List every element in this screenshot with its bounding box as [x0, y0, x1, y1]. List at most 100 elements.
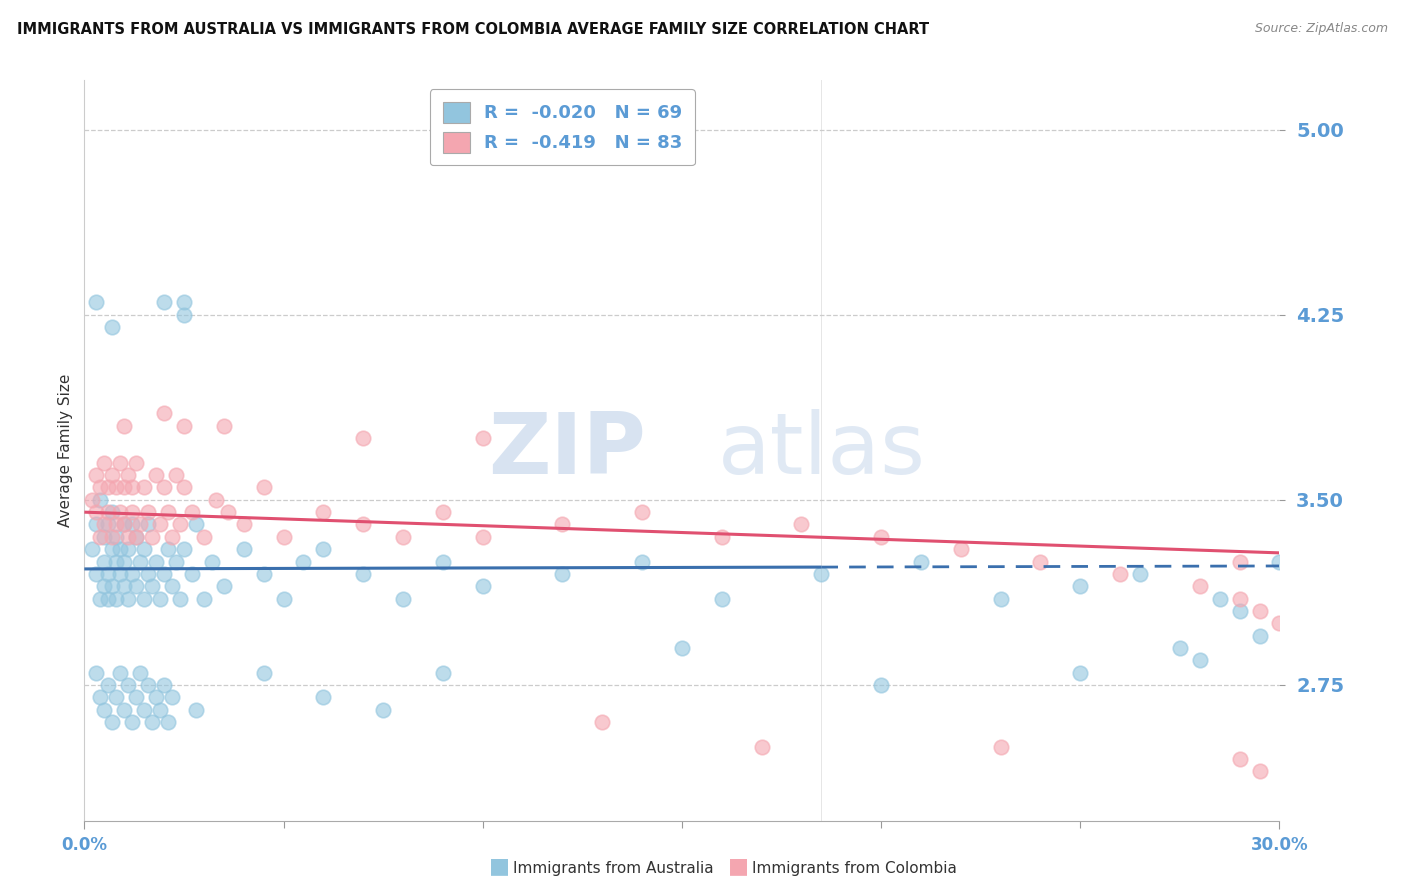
- Point: [129, 517, 152, 532]
- Point: [591, 714, 613, 729]
- Point: [86, 517, 108, 532]
- Point: [432, 665, 454, 680]
- Point: [810, 566, 832, 581]
- Point: [160, 579, 183, 593]
- Point: [97, 566, 120, 581]
- Point: [1249, 604, 1271, 618]
- Point: [149, 517, 172, 532]
- Point: [82, 492, 104, 507]
- Point: [990, 591, 1012, 606]
- Point: [232, 542, 254, 557]
- Text: Source: ZipAtlas.com: Source: ZipAtlas.com: [1254, 22, 1388, 36]
- Point: [149, 591, 172, 606]
- Point: [181, 566, 204, 581]
- Point: [217, 505, 239, 519]
- Point: [86, 505, 108, 519]
- Point: [89, 690, 111, 705]
- Point: [117, 542, 139, 557]
- Point: [160, 530, 183, 544]
- Point: [82, 542, 104, 557]
- Point: [101, 320, 124, 334]
- Point: [136, 566, 159, 581]
- Point: [173, 418, 195, 433]
- Point: [181, 505, 204, 519]
- Point: [352, 566, 374, 581]
- Point: [352, 431, 374, 445]
- Point: [132, 481, 156, 495]
- Point: [112, 517, 135, 532]
- Point: [112, 703, 135, 717]
- Y-axis label: Average Family Size: Average Family Size: [58, 374, 73, 527]
- Point: [132, 591, 156, 606]
- Point: [141, 530, 163, 544]
- Point: [949, 542, 972, 557]
- Point: [112, 555, 135, 569]
- Point: [1109, 566, 1132, 581]
- Point: [97, 517, 120, 532]
- Point: [165, 468, 187, 483]
- Point: [205, 492, 228, 507]
- Point: [173, 542, 195, 557]
- Point: [93, 579, 115, 593]
- Point: [312, 542, 335, 557]
- Point: [471, 579, 494, 593]
- Point: [165, 555, 187, 569]
- Point: [392, 530, 415, 544]
- Point: [273, 530, 295, 544]
- Point: [97, 678, 120, 692]
- Point: [1209, 591, 1232, 606]
- Point: [136, 505, 159, 519]
- Point: [193, 530, 215, 544]
- Point: [312, 690, 335, 705]
- Point: [132, 703, 156, 717]
- Point: [121, 517, 143, 532]
- Point: [790, 517, 813, 532]
- Point: [710, 591, 733, 606]
- Point: [101, 579, 124, 593]
- Point: [173, 295, 195, 310]
- Point: [870, 678, 893, 692]
- Point: [1229, 591, 1251, 606]
- Point: [710, 530, 733, 544]
- Point: [910, 555, 932, 569]
- Point: [121, 481, 143, 495]
- Point: [125, 690, 148, 705]
- Point: [112, 517, 135, 532]
- Point: [101, 505, 124, 519]
- Point: [93, 703, 115, 717]
- Point: [312, 505, 335, 519]
- Point: [1229, 752, 1251, 766]
- Point: [184, 517, 207, 532]
- Point: [751, 739, 773, 754]
- Point: [121, 566, 143, 581]
- Point: [1268, 555, 1291, 569]
- Point: [153, 566, 176, 581]
- Point: [93, 517, 115, 532]
- Point: [121, 714, 143, 729]
- Point: [125, 456, 148, 470]
- Text: ■: ■: [728, 856, 748, 876]
- Point: [136, 517, 159, 532]
- Point: [145, 690, 167, 705]
- Point: [169, 591, 191, 606]
- Point: [89, 591, 111, 606]
- Point: [149, 703, 172, 717]
- Point: [132, 542, 156, 557]
- Legend: R =  -0.020   N = 69, R =  -0.419   N = 83: R = -0.020 N = 69, R = -0.419 N = 83: [430, 89, 695, 165]
- Point: [551, 517, 574, 532]
- Point: [232, 517, 254, 532]
- Point: [101, 530, 124, 544]
- Point: [97, 505, 120, 519]
- Point: [631, 505, 654, 519]
- Point: [153, 295, 176, 310]
- Point: [1249, 764, 1271, 779]
- Point: [125, 579, 148, 593]
- Point: [373, 703, 395, 717]
- Point: [125, 530, 148, 544]
- Point: [870, 530, 893, 544]
- Point: [212, 418, 235, 433]
- Point: [671, 640, 693, 655]
- Point: [110, 566, 132, 581]
- Point: [86, 665, 108, 680]
- Point: [141, 714, 163, 729]
